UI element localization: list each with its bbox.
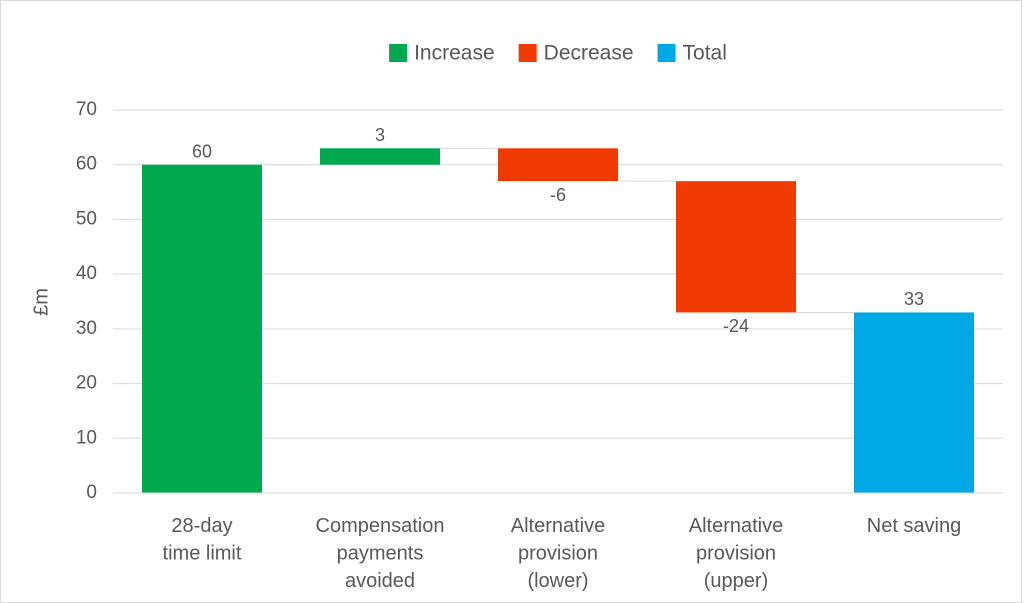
y-tick-label: 30 xyxy=(76,318,97,339)
legend-label: Increase xyxy=(414,42,495,65)
x-tick-label: Compensation payments avoided xyxy=(316,515,445,592)
y-tick-label: 40 xyxy=(76,263,97,284)
x-tick-label-line: (upper) xyxy=(704,570,768,592)
value-label: -6 xyxy=(550,185,566,205)
x-tick-label: Alternative provision (lower) xyxy=(511,515,606,592)
y-axis-label: £m xyxy=(30,288,52,316)
y-tick-label: 70 xyxy=(76,99,97,120)
x-tick-label-line: 28-day xyxy=(171,515,232,537)
value-label: 3 xyxy=(375,125,385,145)
legend-label: Decrease xyxy=(544,42,634,65)
legend-swatch xyxy=(518,44,537,62)
x-tick-label-line: payments xyxy=(337,543,424,565)
x-tick-label-line: avoided xyxy=(345,570,415,592)
x-tick-label: Net saving xyxy=(867,515,962,537)
bar xyxy=(676,181,796,313)
legend-swatch xyxy=(657,44,676,62)
value-label: -24 xyxy=(723,316,749,336)
y-tick-label: 10 xyxy=(76,427,97,448)
bar xyxy=(854,312,974,493)
x-tick-label-line: (lower) xyxy=(527,570,588,592)
y-tick-label: 20 xyxy=(76,373,97,394)
x-tick-label: Alternative provision (upper) xyxy=(689,515,784,592)
x-tick-label-line: Alternative xyxy=(511,515,606,537)
x-tick-label-line: Compensation xyxy=(316,515,445,537)
bar xyxy=(320,148,440,165)
legend-swatch xyxy=(389,44,408,62)
legend-label: Total xyxy=(683,42,727,65)
x-tick-label: 28-day time limit xyxy=(163,515,242,565)
x-tick-label-line: provision xyxy=(518,543,598,565)
x-tick-label-line: Net saving xyxy=(867,515,962,537)
legend: Increase Decrease Total xyxy=(389,42,727,65)
bar xyxy=(142,164,262,493)
x-tick-label-line: time limit xyxy=(163,543,242,565)
y-tick-label: 60 xyxy=(76,154,97,175)
y-tick-label: 50 xyxy=(76,208,97,229)
bar xyxy=(498,148,618,182)
value-label: 33 xyxy=(904,289,924,309)
y-tick-label: 0 xyxy=(86,482,97,503)
x-tick-label-line: provision xyxy=(696,543,776,565)
value-label: 60 xyxy=(192,141,212,161)
x-tick-label-line: Alternative xyxy=(689,515,784,537)
